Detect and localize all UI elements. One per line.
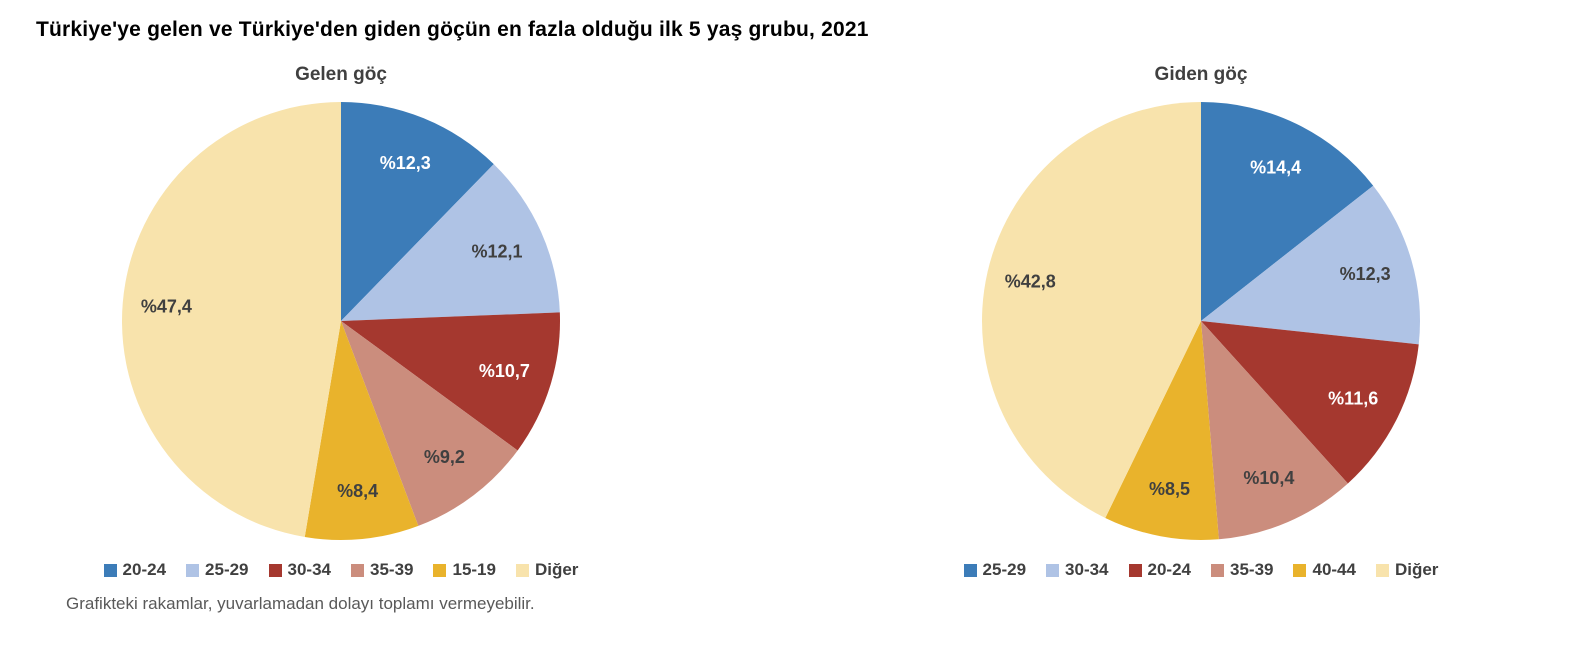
legend-swatch-20-24 [1128, 563, 1142, 577]
legend-swatch-40-44 [1293, 563, 1307, 577]
legend-item-30-34: 30-34 [268, 560, 331, 580]
charts-row: Gelen göç %12,3 %12,1 %10,7 %9,2 %8,4 %47,4 2… [36, 64, 1572, 580]
legend-swatch-35-39 [1211, 563, 1224, 577]
legend-item-Diğer: Diğer [1375, 560, 1439, 580]
pie-slice-25-29 [1201, 102, 1374, 321]
legend-item-Diğer: Diğer [515, 560, 579, 580]
slice-value-label-30-34: %10,7 [479, 361, 530, 381]
legend-swatch-30-34 [1046, 563, 1060, 577]
slice-value-label-35-39: %9,2 [424, 447, 465, 467]
slice-value-label-40-44: %8,5 [1149, 479, 1190, 499]
pie-slice-30-34 [1201, 185, 1420, 345]
slice-value-label-20-24: %11,6 [1328, 389, 1378, 409]
legend-item-15-19: 15-19 [433, 560, 496, 580]
slice-value-label-20-24: %12,3 [380, 153, 431, 173]
page-title: Türkiye'ye gelen ve Türkiye'den giden gö… [36, 18, 869, 41]
legend-item-35-39: 35-39 [351, 560, 413, 580]
chart-block-gelen-goc: Gelen göç %12,3 %12,1 %10,7 %9,2 %8,4 %47,4 2… [36, 64, 646, 580]
chart-title-gelen-goc: Gelen göç [295, 64, 387, 85]
legend-swatch-25-29 [963, 563, 977, 577]
legend-swatch-35-39 [351, 563, 364, 577]
pie-slice-40-44 [1105, 321, 1219, 540]
legend-swatch-25-29 [186, 563, 200, 577]
legend-label-15-19: 15-19 [452, 560, 496, 579]
legend-label-40-44: 40-44 [1312, 560, 1356, 579]
legend-label-35-39: 35-39 [370, 560, 414, 579]
legend-label-20-24: 20-24 [1147, 560, 1191, 579]
legend-label-30-34: 30-34 [287, 560, 331, 579]
chart-title-giden-goc: Giden göç [1154, 64, 1248, 85]
legend-label-30-34: 30-34 [1065, 560, 1109, 579]
legend-label-Diğer: Diğer [534, 560, 579, 579]
pie-slice-25-29 [341, 164, 560, 321]
chart-block-giden-goc: Giden göç %14,4 %12,3 %11,6 %10,4 %8,5 %42,8 … [896, 64, 1506, 580]
pie-chart-giden-goc: %14,4 %12,3 %11,6 %10,4 %8,5 %42,8 [982, 102, 1420, 540]
legend-label-Diğer: Diğer [1394, 560, 1439, 579]
footnote: Grafikteki rakamlar, yuvarlamadan dolayı… [66, 594, 535, 613]
legend-label-20-24: 20-24 [122, 560, 167, 579]
legend-label-25-29: 25-29 [982, 560, 1027, 579]
pie-slice-35-39 [1201, 321, 1348, 540]
slice-value-label-15-19: %8,4 [337, 481, 378, 501]
pie-slice-20-24 [341, 102, 494, 321]
pie-slice-35-39 [341, 321, 518, 526]
legend-swatch-30-34 [268, 563, 282, 577]
legend-item-25-29: 25-29 [186, 560, 249, 580]
pie-slice-30-34 [341, 312, 560, 451]
slice-value-label-30-34: %12,3 [1340, 264, 1391, 284]
legend-swatch-20-24 [103, 563, 117, 577]
legend-swatch-Diğer [1375, 563, 1389, 577]
slice-value-label-35-39: %10,4 [1243, 468, 1294, 488]
legend-item-20-24: 20-24 [103, 560, 167, 580]
legend-label-35-39: 35-39 [1230, 560, 1274, 579]
slice-value-label-Diğer: %47,4 [141, 296, 192, 316]
slice-value-label-25-29: %12,1 [472, 242, 523, 262]
legend-item-30-34: 30-34 [1046, 560, 1109, 580]
legend-label-25-29: 25-29 [205, 560, 249, 579]
slice-value-label-25-29: %14,4 [1250, 157, 1301, 177]
legend-gelen-goc: 20-24 25-29 30-34 35-39 15-19 Diğer [103, 560, 579, 580]
legend-swatch-15-19 [433, 563, 447, 577]
pie-slice-Diğer [122, 102, 341, 537]
legend-item-20-24: 20-24 [1128, 560, 1191, 580]
legend-item-35-39: 35-39 [1211, 560, 1273, 580]
pie-slice-15-19 [304, 321, 419, 540]
pie-slice-20-24 [1201, 321, 1419, 484]
legend-giden-goc: 25-29 30-34 20-24 35-39 40-44 Diğer [963, 560, 1439, 580]
pie-slice-Diğer [982, 102, 1201, 518]
legend-item-25-29: 25-29 [963, 560, 1027, 580]
slice-value-label-Diğer: %42,8 [1005, 272, 1056, 292]
legend-item-40-44: 40-44 [1293, 560, 1356, 580]
legend-swatch-Diğer [515, 563, 529, 577]
pie-chart-gelen-goc: %12,3 %12,1 %10,7 %9,2 %8,4 %47,4 [122, 102, 560, 540]
